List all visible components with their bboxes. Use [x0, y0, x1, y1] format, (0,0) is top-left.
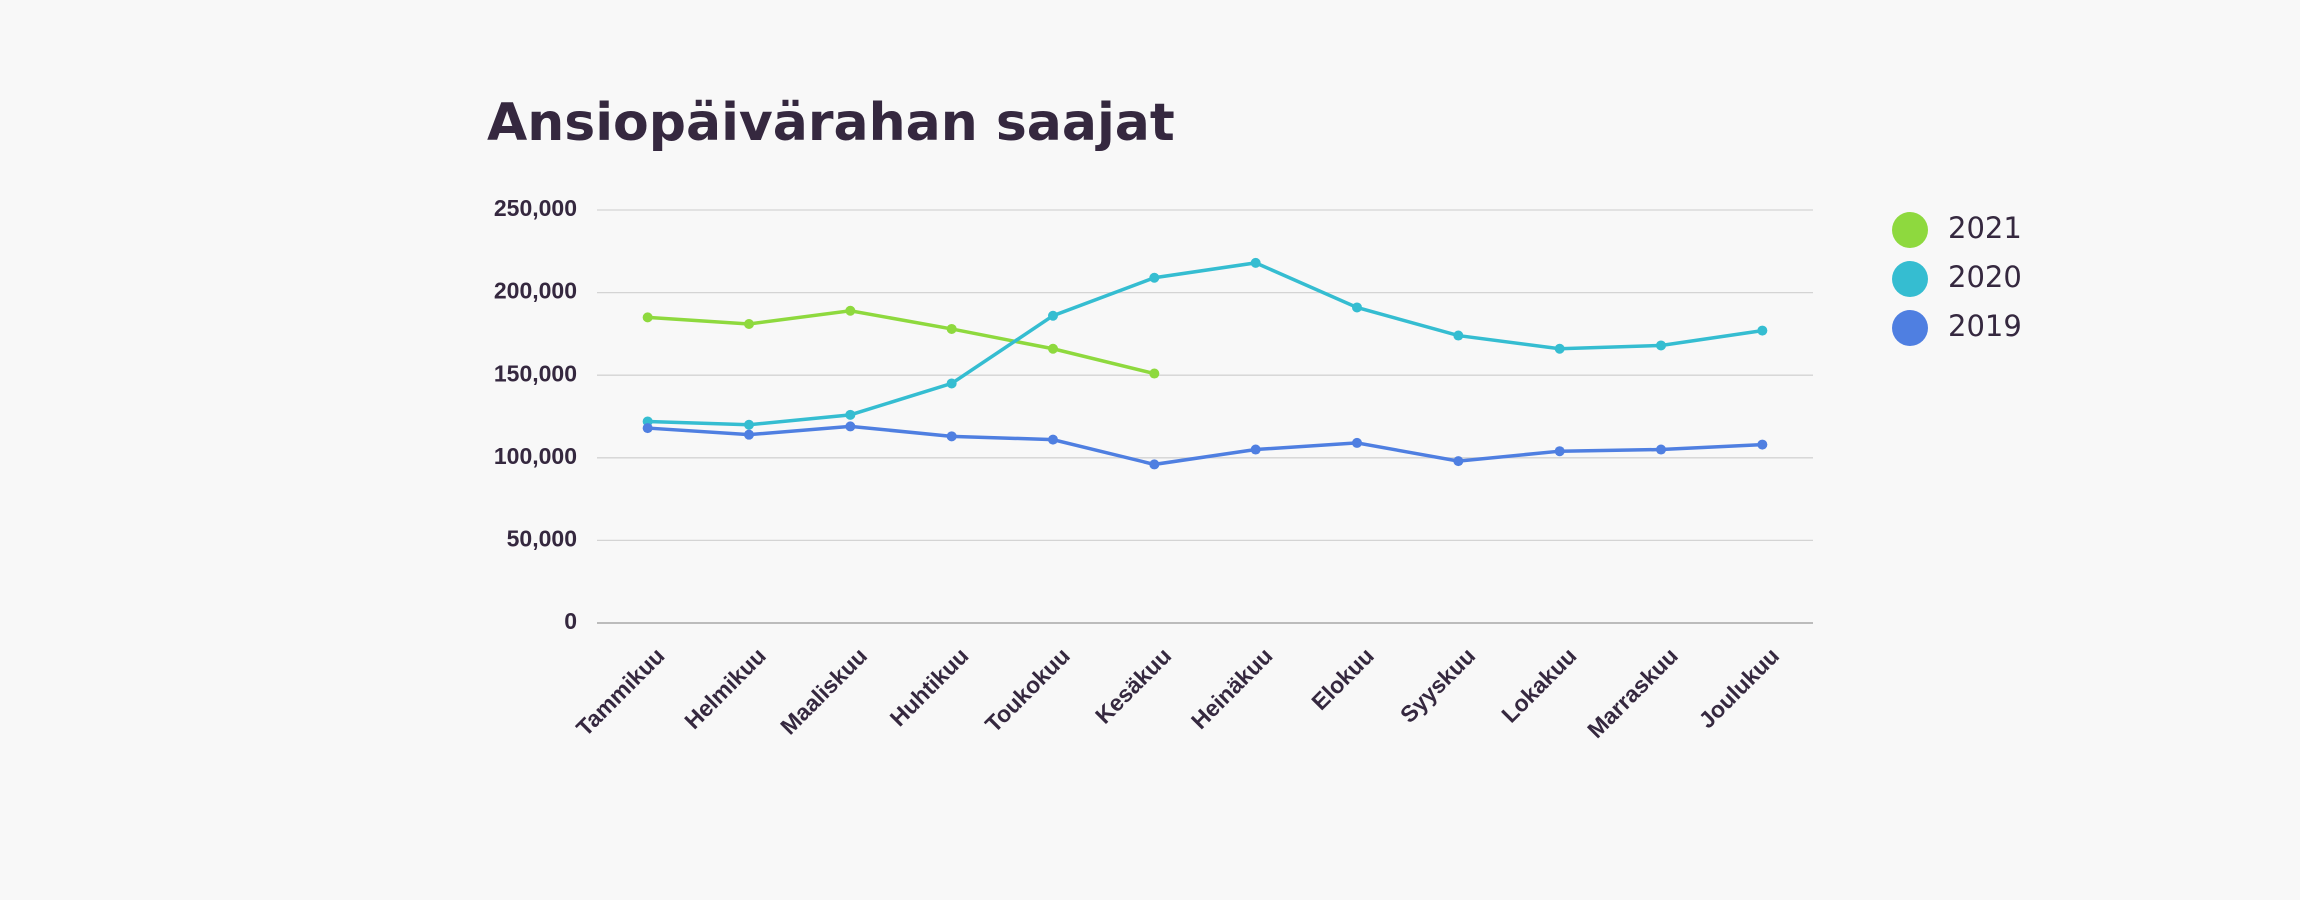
x-tick-label: Maaliskuu — [775, 642, 872, 739]
data-point — [1757, 439, 1768, 450]
x-tick-label: Kesäkuu — [1090, 642, 1176, 728]
legend-swatch — [1892, 261, 1928, 297]
data-point — [1554, 446, 1565, 457]
legend-swatch — [1892, 212, 1928, 248]
data-point — [1352, 302, 1362, 313]
data-point — [946, 323, 957, 334]
x-tick-label: Marraskuu — [1582, 642, 1683, 743]
data-point — [1048, 343, 1058, 354]
x-tick-label: Syyskuu — [1395, 642, 1480, 727]
x-tick-label: Huhtikuu — [885, 642, 974, 731]
data-point — [1250, 444, 1261, 455]
x-tick-label: Toukokuu — [980, 642, 1075, 737]
y-tick-label: 250,000 — [494, 195, 577, 221]
y-tick-label: 100,000 — [494, 443, 577, 469]
y-tick-label: 200,000 — [494, 278, 577, 304]
x-tick-label: Lokakuu — [1496, 642, 1581, 727]
data-point — [744, 429, 754, 440]
chart-title: Ansiopäivärahan saajat — [487, 93, 1175, 153]
legend-label: 2021 — [1948, 211, 2022, 245]
data-point — [1656, 444, 1666, 455]
data-point — [642, 312, 653, 323]
y-tick-label: 150,000 — [494, 360, 577, 386]
data-point — [744, 419, 754, 430]
series-line — [647, 261, 1763, 427]
series-line — [647, 309, 1155, 376]
data-point — [1757, 325, 1768, 336]
data-point — [1250, 257, 1261, 268]
data-point — [845, 305, 856, 316]
data-point — [845, 421, 856, 432]
legend-label: 2019 — [1948, 309, 2022, 343]
data-point — [1048, 434, 1058, 445]
y-tick-label: 0 — [564, 608, 577, 634]
data-point — [1554, 343, 1565, 354]
data-point — [1048, 310, 1058, 321]
data-point — [1149, 368, 1160, 379]
x-tick-label: Tammikuu — [571, 642, 670, 741]
data-point — [642, 423, 653, 434]
x-tick-label: Helmikuu — [679, 642, 771, 734]
data-point — [744, 318, 754, 329]
x-tick-label: Heinäkuu — [1186, 642, 1278, 734]
data-point — [1656, 340, 1666, 351]
data-point — [1453, 456, 1464, 467]
legend-label: 2020 — [1948, 260, 2022, 294]
series-line — [647, 424, 1763, 467]
y-tick-label: 50,000 — [507, 525, 577, 551]
data-point — [845, 409, 856, 420]
data-point — [1149, 459, 1160, 470]
legend-swatch — [1892, 310, 1928, 346]
data-point — [946, 431, 957, 442]
data-point — [1453, 330, 1464, 341]
x-tick-label: Elokuu — [1306, 642, 1379, 715]
data-point — [1149, 272, 1160, 283]
data-point — [946, 378, 957, 389]
x-tick-label: Joulukuu — [1693, 642, 1784, 733]
data-point — [1352, 437, 1362, 448]
